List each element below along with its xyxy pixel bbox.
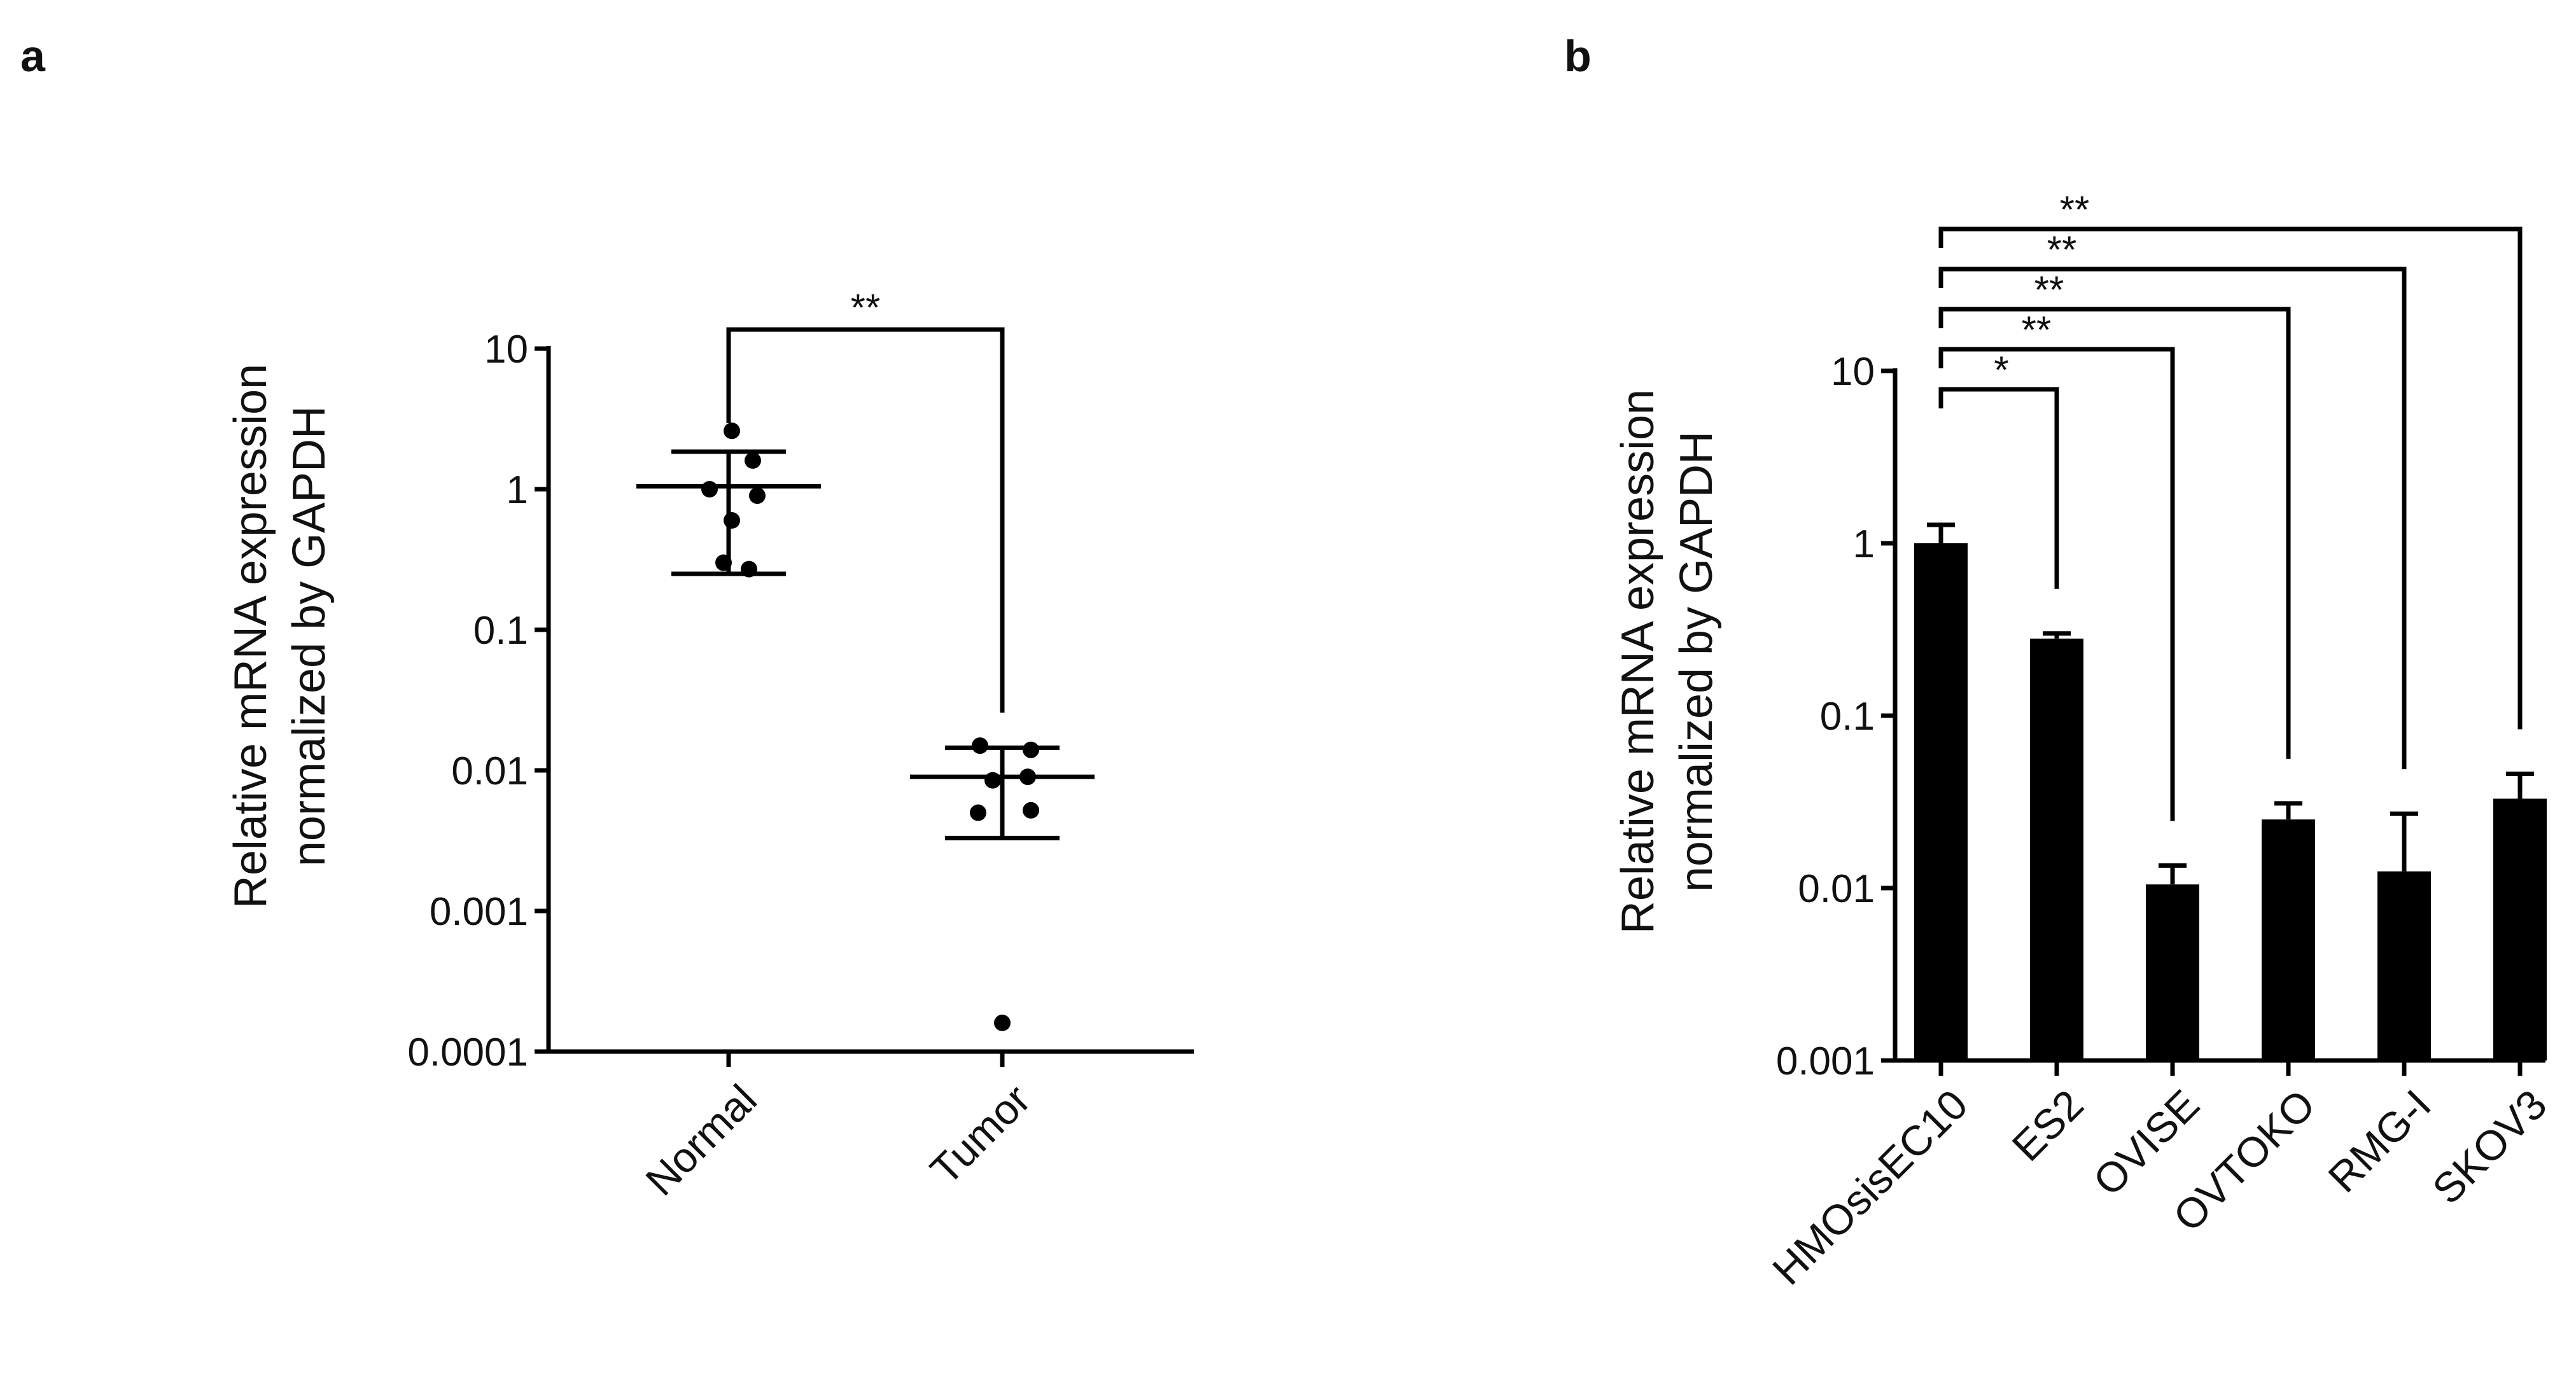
data-point (984, 772, 1001, 789)
y-axis-title: Relative mRNA expression normalized by GA… (225, 364, 335, 908)
y-axis-title-line: Relative mRNA expression (225, 364, 276, 908)
y-tick-label: 0.01 (451, 749, 528, 793)
panel-a-chart: 10 1 0.1 0.01 0.001 0.0001 Relative mRNA expre… (225, 286, 1194, 1204)
y-tick-label: 0.1 (473, 609, 528, 653)
y-tick-label: 10 (1831, 350, 1875, 394)
data-point (701, 481, 718, 497)
bar (2262, 819, 2315, 1060)
bar (2377, 871, 2431, 1060)
significance-bracket (726, 327, 1005, 713)
y-tick-label: 0.01 (1798, 867, 1875, 911)
y-axis-title-line: normalized by GAPDH (284, 406, 335, 866)
data-point (741, 560, 757, 578)
y-axis-title-line: normalized by GAPDH (1671, 431, 1722, 892)
significance-bracket (1938, 387, 2059, 589)
bar (2146, 884, 2199, 1060)
y-tick-label: 1 (507, 468, 528, 512)
data-point (724, 422, 740, 440)
data-point (1023, 741, 1039, 758)
bar (2030, 638, 2083, 1060)
data-point (970, 804, 986, 821)
data-point (745, 452, 761, 469)
significance-bracket (1938, 307, 2291, 759)
y-axis-title-line: Relative mRNA expression (1613, 389, 1663, 934)
x-category-label: ES2 (2003, 1081, 2092, 1171)
significance-bracket (1938, 267, 2407, 770)
significance-label: ** (2060, 188, 2090, 231)
x-category-label: RMG-I (2319, 1081, 2440, 1202)
data-point (724, 512, 740, 529)
significance-label: ** (2034, 268, 2064, 311)
significance-label: ** (851, 286, 881, 329)
y-tick-label: 0.001 (1776, 1039, 1875, 1083)
data-point (1023, 802, 1039, 819)
significance-label: ** (2047, 228, 2077, 271)
data-point (994, 1014, 1011, 1031)
bar (2493, 798, 2547, 1060)
significance-label: ** (2022, 309, 2052, 351)
data-point (1019, 768, 1036, 786)
x-category-label: HMOsisEC10 (1763, 1081, 1977, 1294)
data-point (715, 554, 732, 571)
x-category-label: Normal (636, 1076, 766, 1205)
data-point (972, 737, 988, 754)
y-axis-title: Relative mRNA expression normalized by GA… (1613, 389, 1722, 934)
bar (1914, 543, 1968, 1060)
significance-bracket (1938, 226, 2523, 730)
y-tick-label: 0.0001 (407, 1031, 528, 1074)
y-tick-label: 0.001 (430, 890, 528, 934)
y-tick-label: 0.1 (1820, 695, 1875, 739)
panel-label-a: a (20, 31, 46, 81)
significance-label: * (1994, 349, 2008, 391)
y-tick-label: 10 (484, 328, 528, 372)
panel-label-b: b (1564, 31, 1592, 81)
y-tick-label: 1 (1853, 522, 1875, 566)
significance-bracket (1938, 347, 2175, 821)
data-point (749, 487, 766, 504)
panel-b-chart: 10 1 0.1 0.01 0.001 Relative mRNA expression n… (1613, 188, 2556, 1294)
x-category-label: Tumor (921, 1076, 1039, 1193)
x-category-label: SKOV3 (2423, 1081, 2556, 1213)
